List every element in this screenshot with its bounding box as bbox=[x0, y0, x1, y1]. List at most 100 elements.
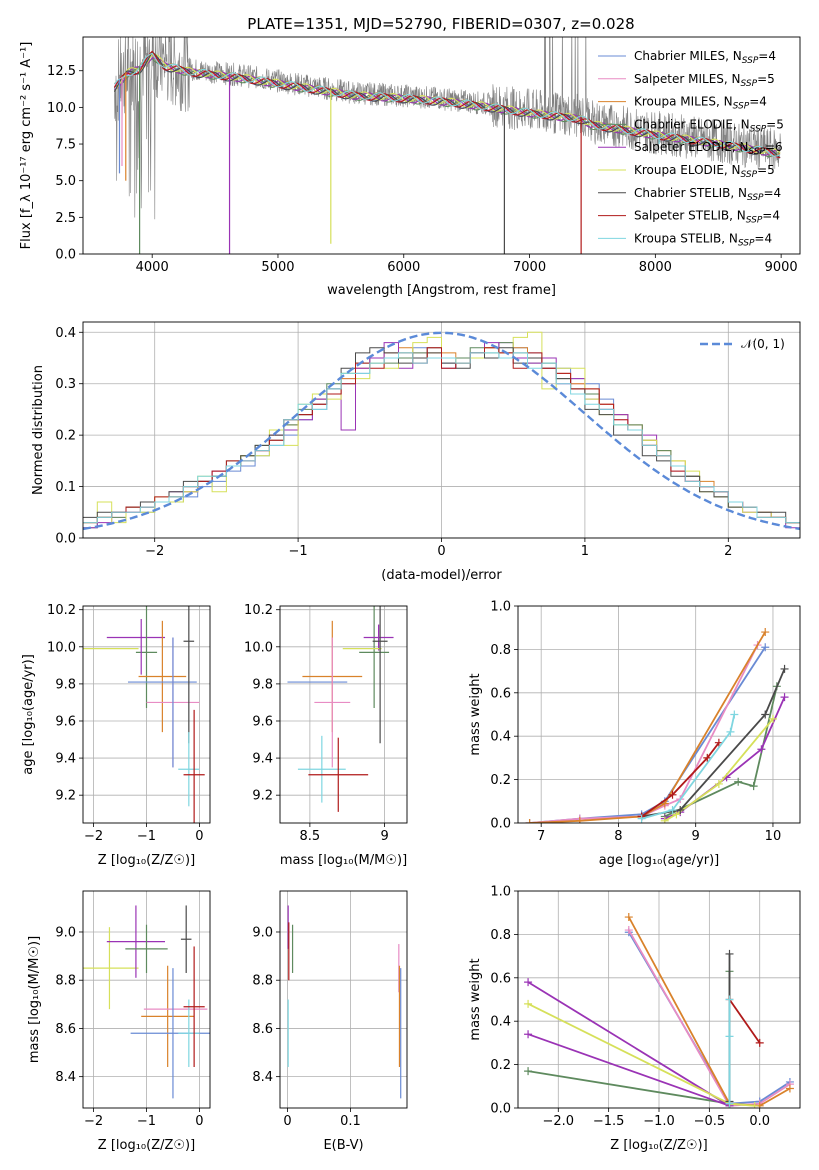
errorbar-kroupa-stelib bbox=[178, 732, 200, 807]
y-tick-label: 7.5 bbox=[55, 138, 76, 153]
series-line bbox=[728, 998, 761, 1044]
data-point bbox=[757, 745, 766, 754]
series-line bbox=[641, 742, 720, 818]
x-tick-label: −2 bbox=[145, 544, 164, 559]
x-tick-label: 10 bbox=[765, 829, 782, 844]
legend-label-main: Chabrier ELODIE, N bbox=[634, 117, 750, 131]
data-point bbox=[660, 816, 669, 823]
y-tick-label: 8.4 bbox=[252, 1070, 273, 1085]
y-tick-label: 9.0 bbox=[252, 925, 273, 940]
y-tick-label: 9.6 bbox=[252, 714, 273, 729]
data-point bbox=[768, 714, 777, 723]
y-tick-label: 9.2 bbox=[252, 789, 273, 804]
x-tick-label: −0.5 bbox=[694, 1114, 726, 1129]
legend-label-tail: =4 bbox=[764, 186, 782, 200]
x-axis-label: mass [log₁₀(M/M☉)] bbox=[280, 853, 407, 868]
axes-frame bbox=[82, 890, 211, 1109]
data-point bbox=[624, 926, 633, 935]
data-point bbox=[703, 753, 712, 762]
errorbar-chabrier-elodie bbox=[359, 606, 390, 709]
data-point bbox=[785, 1084, 794, 1093]
y-axis-label: age [log₁₀(age/yr)] bbox=[21, 654, 36, 775]
series-line bbox=[664, 686, 778, 818]
y-tick-label: 9.4 bbox=[55, 752, 76, 767]
x-tick-label: −2.0 bbox=[542, 1114, 574, 1129]
panel-weight-vs-Z: −2.0 −1.5 −1.0 −0.5 0.0 0.0 0.2 0.4 0.6 0.8 1.0 Z [… bbox=[468, 885, 801, 1153]
y-tick-label: 0.0 bbox=[490, 817, 511, 832]
legend-label: Chabrier ELODIE, NSSP=5 bbox=[634, 117, 784, 134]
series-kroupa-stelib bbox=[637, 710, 739, 823]
y-tick-label: 9.0 bbox=[55, 925, 76, 940]
legend-label-tail: =4 bbox=[762, 209, 780, 223]
data-point bbox=[761, 643, 770, 652]
y-axis-label: mass weight bbox=[468, 673, 483, 755]
y-tick-label: 2.5 bbox=[55, 211, 76, 226]
legend-label-tail: =5 bbox=[757, 163, 775, 177]
x-axis-label: E(B-V) bbox=[323, 1138, 363, 1153]
errorbar-chabrier-miles bbox=[130, 968, 210, 1099]
histogram-salpeter-stelib bbox=[83, 347, 800, 524]
data-point bbox=[755, 1038, 764, 1047]
data-point bbox=[725, 949, 734, 958]
axes-frame bbox=[517, 605, 801, 824]
errorbar-salpeter-elodie bbox=[106, 905, 166, 978]
y-tick-label: 8.8 bbox=[55, 974, 76, 989]
x-tick-label: −1 bbox=[137, 829, 156, 844]
series-line bbox=[664, 696, 786, 820]
x-axis-label: Z [log₁₀(Z/Z☉)] bbox=[98, 853, 195, 868]
x-tick-label: 9 bbox=[692, 829, 700, 844]
series-salpeter-miles bbox=[525, 641, 762, 823]
data-point bbox=[761, 628, 770, 637]
y-tick-label: 0.6 bbox=[490, 971, 511, 986]
y-axis-label: Flux [f_λ 10⁻¹⁷ erg cm⁻² s⁻¹ A⁻¹] bbox=[19, 42, 34, 250]
data-point bbox=[668, 790, 677, 799]
legend-label-sub: SSP bbox=[746, 216, 763, 226]
data-point bbox=[524, 1030, 533, 1039]
axes-frame bbox=[82, 605, 211, 824]
y-tick-label: 10.2 bbox=[47, 603, 76, 618]
y-tick-label: 10.2 bbox=[244, 603, 273, 618]
x-tick-label: 0 bbox=[195, 1114, 203, 1129]
legend-label-sub: SSP bbox=[741, 170, 758, 180]
series-chabrier-stelib bbox=[637, 664, 789, 821]
plot-area bbox=[83, 322, 800, 538]
legend-label-sub: SSP bbox=[748, 147, 765, 157]
y-tick-label: 10.0 bbox=[244, 640, 273, 655]
panel-age-vs-Z: −2 −1 0 9.2 9.4 9.6 9.8 10.0 10.2 Z [log₁₀(Z/Z☉)]… bbox=[21, 603, 211, 868]
series-line bbox=[529, 646, 766, 823]
data-point bbox=[725, 995, 734, 1004]
legend-label-main: Kroupa STELIB, N bbox=[634, 231, 738, 245]
x-tick-label: 7000 bbox=[513, 260, 546, 275]
panel-mass-vs-Z: −2 −1 0 8.4 8.6 8.8 9.0 Z [log₁₀(Z/Z☉)] mass [lo… bbox=[27, 890, 211, 1153]
legend-label: Salpeter MILES, NSSP=5 bbox=[634, 72, 775, 89]
data-point bbox=[575, 816, 584, 823]
y-tick-label: 9.4 bbox=[252, 752, 273, 767]
errorbar-salpeter-stelib bbox=[308, 737, 369, 812]
data-point bbox=[524, 1067, 533, 1076]
chart-title: PLATE=1351, MJD=52790, FIBERID=0307, z=0… bbox=[247, 15, 634, 33]
series-chabrier-elodie bbox=[524, 967, 734, 1108]
y-tick-label: 8.4 bbox=[55, 1070, 76, 1085]
x-tick-label: 0 bbox=[195, 829, 203, 844]
data-point bbox=[524, 999, 533, 1008]
plot-area bbox=[83, 606, 210, 823]
legend-label-tail: =6 bbox=[765, 140, 783, 154]
x-tick-label: −1.5 bbox=[593, 1114, 625, 1129]
x-tick-label: −2 bbox=[84, 829, 103, 844]
y-tick-label: 0.2 bbox=[55, 429, 76, 444]
y-tick-label: 0.2 bbox=[490, 773, 511, 788]
errorbar-salpeter-stelib bbox=[183, 709, 205, 823]
data-point bbox=[637, 814, 646, 823]
series-kroupa-elodie bbox=[660, 714, 777, 823]
x-axis-label: Z [log₁₀(Z/Z☉)] bbox=[98, 1138, 195, 1153]
legend-label-main: Salpeter MILES, N bbox=[634, 72, 741, 86]
axes-frame bbox=[279, 890, 408, 1109]
plot-area bbox=[518, 606, 800, 823]
series-line bbox=[664, 718, 774, 822]
x-tick-label: 8 bbox=[614, 829, 622, 844]
y-tick-label: 10.0 bbox=[47, 101, 76, 116]
errorbar-salpeter-miles bbox=[314, 637, 351, 768]
y-tick-label: 8.8 bbox=[252, 974, 273, 989]
axes-frame bbox=[82, 36, 801, 255]
data-point bbox=[676, 805, 685, 814]
